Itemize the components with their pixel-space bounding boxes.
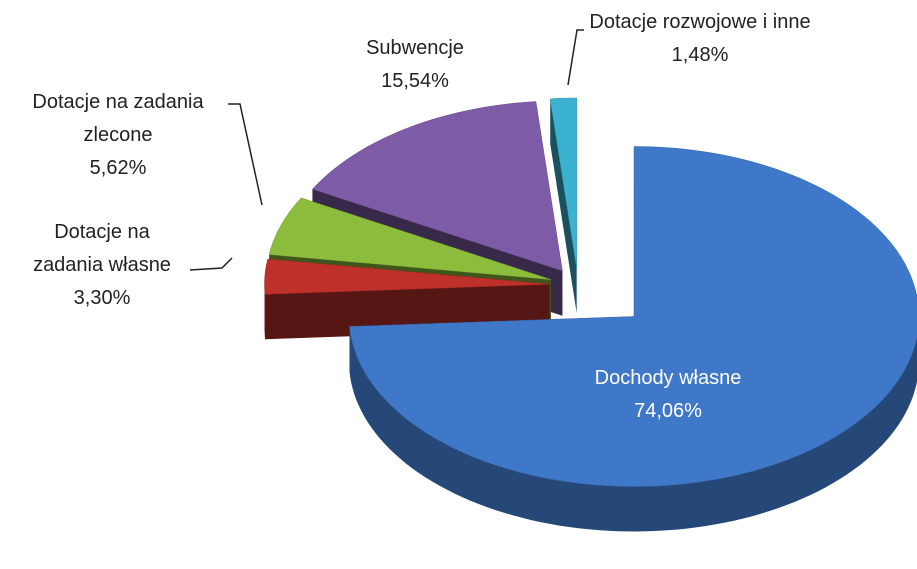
- value-label: 5,62%: [89, 157, 147, 179]
- slice-side-wall: [349, 326, 917, 532]
- slices: [264, 97, 917, 532]
- slice: [349, 146, 917, 487]
- leader-line: [567, 29, 584, 86]
- slice-edge-wall: [550, 98, 577, 314]
- value-label: 15,54%: [381, 70, 449, 92]
- data-label: Dochody własne 74,06%: [558, 362, 778, 428]
- data-label: Dotacje na zadania własne 3,30%: [17, 216, 187, 315]
- slice: [549, 97, 577, 269]
- category-label: Subwencje: [366, 37, 464, 59]
- value-label: 3,30%: [73, 287, 131, 309]
- category-label: Dotacje rozwojowe i inne: [589, 11, 811, 33]
- slice: [268, 197, 552, 280]
- category-label: Dotacje na zadania zlecone: [32, 91, 204, 146]
- value-label: 1,48%: [671, 44, 729, 66]
- value-label: 74,06%: [634, 400, 702, 422]
- category-label: Dochody własne: [594, 367, 742, 389]
- data-label: Subwencje 15,54%: [315, 32, 515, 98]
- category-label: Dotacje na zadania własne: [33, 221, 171, 276]
- slice: [264, 258, 550, 295]
- leader-line: [189, 257, 233, 271]
- data-label: Dotacje na zadania zlecone 5,62%: [1, 86, 236, 185]
- slice: [311, 101, 563, 272]
- data-label: Dotacje rozwojowe i inne 1,48%: [575, 6, 825, 72]
- slice-side-wall: [264, 284, 265, 340]
- leader-line: [228, 103, 263, 206]
